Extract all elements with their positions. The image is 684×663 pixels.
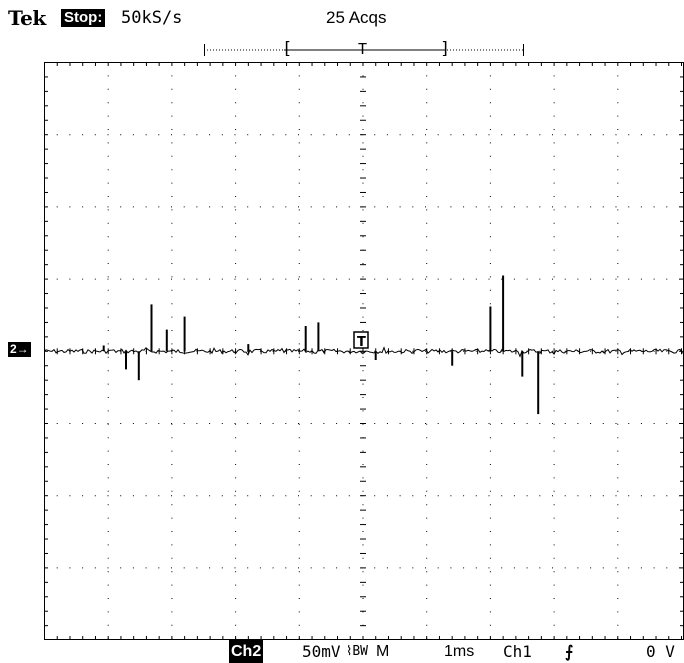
channel-2-ground-marker: 2→	[8, 342, 31, 357]
waveform-display: T	[44, 62, 684, 640]
record-length-indicator: [ T ]	[204, 39, 524, 56]
record-right-bracket: ]	[440, 39, 450, 56]
trigger-slope-icon: ⨍	[565, 642, 574, 661]
trigger-source: Ch1	[503, 642, 532, 661]
status-header: Tek Stop: 50kS/s 25 Acqs	[0, 0, 684, 60]
main-timebase-indicator: M	[376, 643, 390, 660]
volts-per-div: 50mV	[302, 642, 341, 661]
acquisition-state-badge: Stop:	[61, 9, 106, 27]
time-per-div: 1ms	[444, 643, 475, 660]
sample-rate: 50kS/s	[121, 8, 183, 28]
acquisition-count: 25 Acqs	[326, 8, 387, 27]
trigger-position-marker: T	[353, 331, 369, 350]
brand-logo: Tek	[8, 6, 46, 30]
svg-text:T: T	[357, 335, 366, 350]
record-trigger-mark: T	[358, 40, 367, 56]
status-footer: Ch2 50mV ⌇BW M 1ms Ch1 ⨍ 0 V	[0, 640, 684, 663]
ch2-trace	[44, 275, 684, 415]
trigger-level: 0 V	[646, 642, 675, 661]
record-left-bracket: [	[282, 39, 292, 56]
channel-badge: Ch2	[229, 640, 264, 663]
bandwidth-limit-icon: ⌇BW	[346, 644, 369, 659]
